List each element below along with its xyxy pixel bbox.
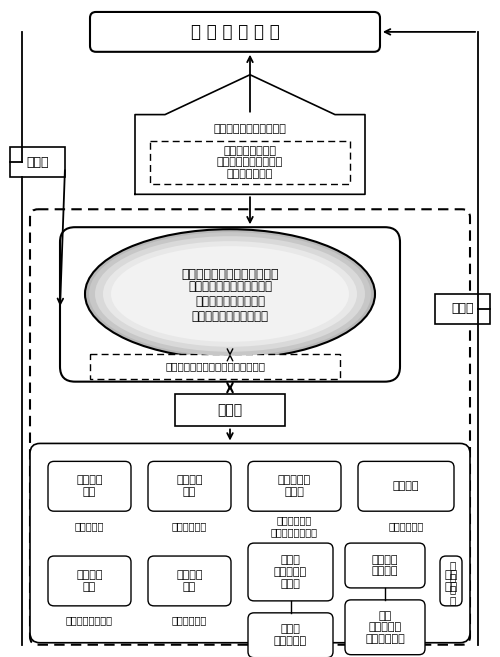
Text: 教育委員会等: 教育委員会等 <box>172 615 207 625</box>
Text: 京都
犯罪被害者
支援センター: 京都 犯罪被害者 支援センター <box>365 611 405 644</box>
Text: 窓案
本部: 窓案 本部 <box>444 570 458 592</box>
Text: 弁護士会　等: 弁護士会 等 <box>388 521 424 531</box>
FancyBboxPatch shape <box>248 461 341 511</box>
Text: 精神保健福祉
総合センター　等: 精神保健福祉 総合センター 等 <box>271 515 318 537</box>
Text: 各支援機関の紹介
制度活用に対する助言
関係情報の提供: 各支援機関の紹介 制度活用に対する助言 関係情報の提供 <box>217 146 283 179</box>
Text: 被害者支援コーディネーター: 被害者支援コーディネーター <box>181 267 279 281</box>
FancyBboxPatch shape <box>440 556 462 606</box>
Bar <box>150 141 350 185</box>
FancyBboxPatch shape <box>30 443 470 643</box>
FancyBboxPatch shape <box>60 227 400 382</box>
FancyBboxPatch shape <box>30 210 470 645</box>
FancyBboxPatch shape <box>248 613 333 657</box>
Text: 被害者状況の理解、共感: 被害者状況の理解、共感 <box>214 124 286 133</box>
Text: 市町村
施策担当課: 市町村 施策担当課 <box>274 624 307 646</box>
Text: 支　援: 支 援 <box>451 302 474 315</box>
FancyBboxPatch shape <box>248 543 333 601</box>
Text: 電話相談
付添　等: 電話相談 付添 等 <box>372 555 398 576</box>
FancyBboxPatch shape <box>48 556 131 606</box>
Ellipse shape <box>89 232 371 355</box>
Ellipse shape <box>95 236 365 351</box>
Text: 消費生活　等: 消費生活 等 <box>172 521 207 531</box>
Text: 就労面の
支援: 就労面の 支援 <box>76 570 103 592</box>
FancyBboxPatch shape <box>90 12 380 52</box>
Ellipse shape <box>85 229 375 359</box>
Text: 犯 罪 被 害 者 等: 犯 罪 被 害 者 等 <box>190 23 280 41</box>
FancyBboxPatch shape <box>345 543 425 588</box>
Text: 窓
案
本
部: 窓 案 本 部 <box>450 560 456 605</box>
FancyBboxPatch shape <box>48 461 131 511</box>
Text: 法的支援: 法的支援 <box>393 482 419 491</box>
Ellipse shape <box>111 246 349 342</box>
Text: 事務局：安心安全まちづくり推進室: 事務局：安心安全まちづくり推進室 <box>165 361 265 371</box>
Bar <box>435 294 490 324</box>
FancyBboxPatch shape <box>345 600 425 654</box>
FancyBboxPatch shape <box>148 461 231 511</box>
Text: 被害者と信頼関係を築き、
ニーズを把握した上で
関係課・関係機関を紹介: 被害者と信頼関係を築き、 ニーズを把握した上で 関係課・関係機関を紹介 <box>188 281 272 323</box>
Text: 医療精神面
の支援: 医療精神面 の支援 <box>278 476 311 497</box>
Bar <box>90 353 340 378</box>
Text: 総合就業支援室等: 総合就業支援室等 <box>66 615 113 625</box>
Text: 連　携: 連 携 <box>218 403 242 417</box>
FancyBboxPatch shape <box>148 556 231 606</box>
Text: 生活面の
支援: 生活面の 支援 <box>76 476 103 497</box>
Text: 相　談: 相 談 <box>26 156 49 169</box>
Text: 住宅課　等: 住宅課 等 <box>75 521 104 531</box>
Text: 教育面の
支援: 教育面の 支援 <box>176 570 203 592</box>
Ellipse shape <box>103 241 357 347</box>
Text: 市町村
被害者支援
担当課: 市町村 被害者支援 担当課 <box>274 555 307 589</box>
FancyBboxPatch shape <box>358 461 454 511</box>
Polygon shape <box>135 75 365 194</box>
Bar <box>175 394 285 426</box>
Bar <box>10 147 65 177</box>
Text: 経済面の
支援: 経済面の 支援 <box>176 476 203 497</box>
